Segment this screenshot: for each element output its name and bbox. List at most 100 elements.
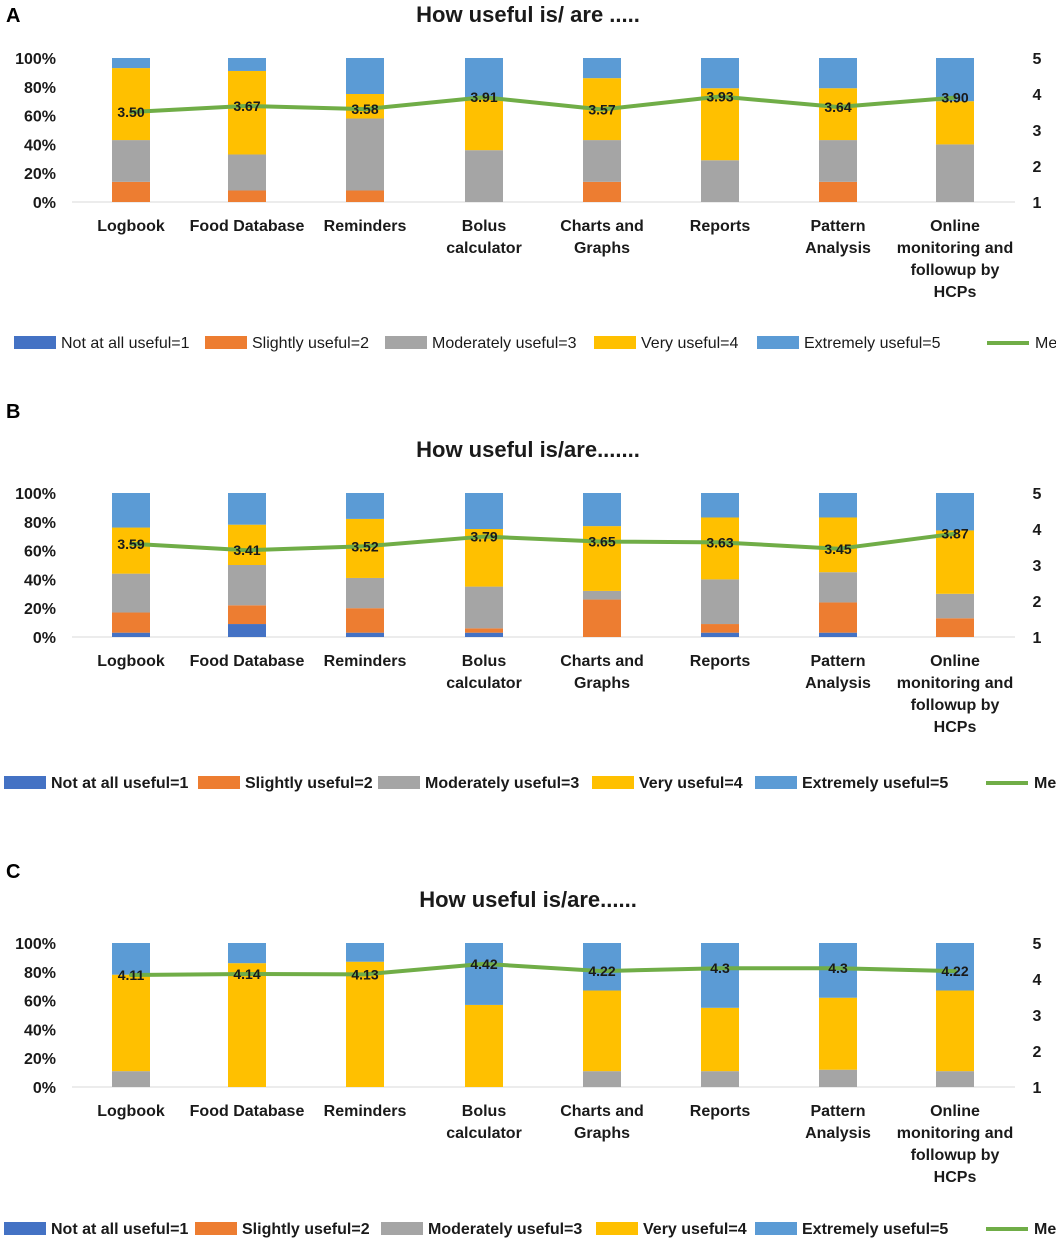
bar-segment-very-useful — [346, 961, 384, 1087]
y-tick-label: 60% — [24, 994, 56, 1011]
bar-segment-moderately-useful — [701, 160, 739, 202]
bar-segment-moderately-useful — [346, 577, 384, 609]
category-label: Reports — [690, 653, 751, 670]
legend-swatch — [4, 1222, 46, 1235]
bar-segment-slightly-useful — [346, 190, 384, 202]
bar-segment-very-useful — [936, 530, 974, 594]
bar-segment-not-at-all-useful — [465, 632, 503, 637]
bar-segment-extremely-useful — [819, 493, 857, 518]
chart-title: How useful is/are...... — [419, 887, 637, 912]
mean-data-label: 3.45 — [824, 541, 851, 557]
category-label: Online monitoring and followup by HCPs — [897, 1103, 1013, 1186]
bar-segment-moderately-useful — [819, 572, 857, 603]
mean-data-label: 3.57 — [588, 101, 615, 117]
bar-segment-slightly-useful — [583, 181, 621, 202]
y-tick-label: 0% — [33, 195, 56, 212]
bar-segment-slightly-useful — [228, 190, 266, 202]
chart-panel-c: C How useful is/are...... 0% 20% 40% 60% 80% 10… — [4, 861, 1056, 1238]
legend-label: Slightly useful=2 — [242, 1221, 370, 1238]
mean-data-label: 3.67 — [233, 98, 260, 114]
y2-tick-label: 4 — [1033, 522, 1042, 539]
bar-segment-extremely-useful — [465, 943, 503, 1005]
y2-tick-label: 3 — [1033, 1008, 1042, 1025]
bar-segment-moderately-useful — [819, 1069, 857, 1087]
y2-tick-label: 5 — [1033, 486, 1042, 503]
legend-swatch — [385, 336, 427, 349]
bar-segment-moderately-useful — [701, 579, 739, 625]
bar-segment-extremely-useful — [112, 493, 150, 528]
y-tick-label: 0% — [33, 630, 56, 647]
bar-segment-extremely-useful — [701, 493, 739, 518]
category-label: Pattern Analysis — [805, 218, 871, 257]
bar-segment-moderately-useful — [465, 150, 503, 202]
bar-segment-very-useful — [465, 1004, 503, 1087]
mean-data-label: 3.93 — [706, 89, 733, 105]
mean-data-label: 4.42 — [470, 956, 497, 972]
legend-swatch — [378, 776, 420, 789]
legend-swatch — [755, 1222, 797, 1235]
chart-panel-a: A How useful is/ are ..... 0% 20% 40% 60% 80% 1… — [6, 2, 1056, 352]
y-tick-label: 40% — [24, 1022, 56, 1039]
bar-segment-slightly-useful — [112, 612, 150, 633]
bar-segment-extremely-useful — [465, 58, 503, 99]
y-tick-label: 40% — [24, 572, 56, 589]
bar-segment-slightly-useful — [819, 181, 857, 202]
bar-segment-not-at-all-useful — [112, 632, 150, 637]
bar-segment-very-useful — [819, 88, 857, 141]
bar-segment-very-useful — [228, 70, 266, 155]
chart-title: How useful is/are....... — [416, 437, 640, 462]
category-label: Pattern Analysis — [805, 653, 871, 692]
legend-label: Moderately useful=3 — [425, 775, 579, 792]
bar-segment-moderately-useful — [583, 140, 621, 182]
category-label: Reports — [690, 1103, 751, 1120]
legend-swatch — [594, 336, 636, 349]
y2-tick-label: 3 — [1033, 558, 1042, 575]
bar-segment-extremely-useful — [346, 58, 384, 94]
y-tick-label: 20% — [24, 166, 56, 183]
category-label: Logbook — [97, 1103, 165, 1120]
y-tick-label: 40% — [24, 137, 56, 154]
bar-segment-very-useful — [583, 526, 621, 591]
category-label: Food Database — [190, 1103, 305, 1120]
y2-tick-label: 2 — [1033, 594, 1042, 611]
bar-segment-moderately-useful — [112, 140, 150, 182]
bar-segment-very-useful — [112, 68, 150, 141]
category-label: Charts and Graphs — [560, 1103, 644, 1142]
bar-segment-very-useful — [465, 98, 503, 151]
legend-label: Not at all useful=1 — [51, 1221, 188, 1238]
legend-label: Moderately useful=3 — [432, 335, 577, 352]
bar-segment-extremely-useful — [346, 493, 384, 519]
legend-label: Mean — [1034, 775, 1056, 792]
bar-segment-very-useful — [112, 527, 150, 574]
mean-data-label: 4.14 — [233, 966, 260, 982]
panel-letter: C — [6, 861, 20, 883]
mean-data-label: 3.91 — [470, 89, 497, 105]
y2-tick-label: 2 — [1033, 1044, 1042, 1061]
bar-segment-very-useful — [819, 997, 857, 1070]
mean-data-label: 4.13 — [351, 966, 378, 982]
panel-letter: B — [6, 401, 20, 423]
bar-segment-extremely-useful — [112, 943, 150, 975]
legend-label: Slightly useful=2 — [252, 335, 369, 352]
bar-segment-extremely-useful — [701, 58, 739, 89]
y2-tick-label: 5 — [1033, 51, 1042, 68]
y-tick-label: 20% — [24, 1051, 56, 1068]
bar-segment-moderately-useful — [701, 1071, 739, 1087]
legend-swatch — [205, 336, 247, 349]
y-tick-label: 100% — [15, 51, 56, 68]
bar-segment-moderately-useful — [819, 140, 857, 182]
y2-tick-label: 2 — [1033, 159, 1042, 176]
bar-segment-moderately-useful — [583, 1071, 621, 1087]
bar-segment-very-useful — [936, 101, 974, 145]
bar-segment-extremely-useful — [228, 493, 266, 525]
bar-segment-extremely-useful — [228, 943, 266, 964]
legend-swatch — [198, 776, 240, 789]
y-tick-label: 20% — [24, 601, 56, 618]
mean-data-label: 3.87 — [941, 526, 968, 542]
legend-label: Slightly useful=2 — [245, 775, 373, 792]
bar-segment-extremely-useful — [465, 493, 503, 529]
y-tick-label: 80% — [24, 80, 56, 97]
y2-tick-label: 1 — [1033, 630, 1042, 647]
